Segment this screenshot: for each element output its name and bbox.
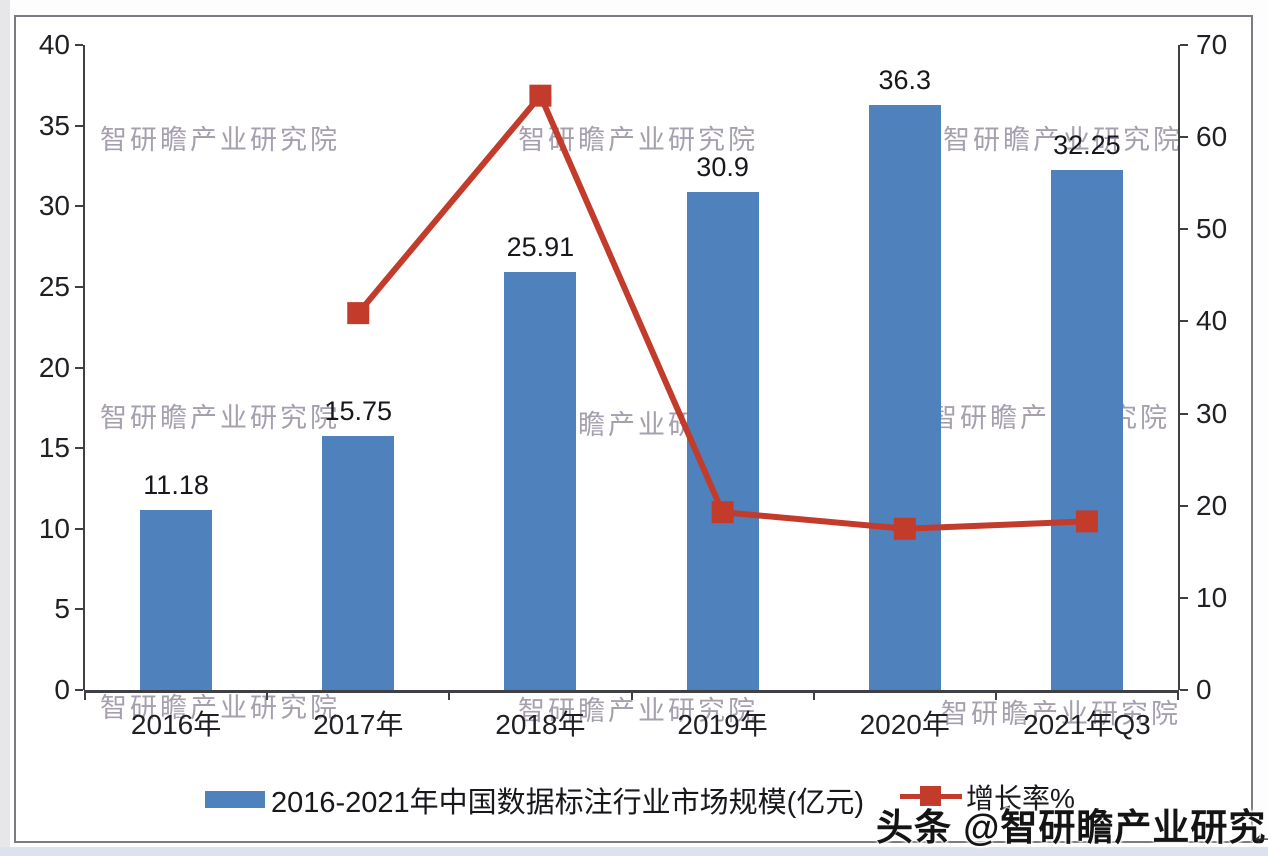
- bar-value-label-2016年: 11.18: [143, 469, 209, 500]
- watermark-text-0: 智研瞻产业研究院: [100, 125, 340, 155]
- y-left-label-25: 25: [38, 270, 70, 302]
- x-label-4: 2020年: [859, 709, 950, 740]
- bar-value-label-2019年: 30.9: [696, 151, 749, 182]
- bar-value-label-2021年Q3: 32.25: [1053, 129, 1121, 160]
- bar-2020年: [868, 104, 941, 690]
- y-right-tick-60: [1180, 136, 1188, 139]
- x-boundary-tick-3: [630, 690, 633, 700]
- y-right-tick-20: [1180, 504, 1188, 507]
- y-axis-right-line: [1178, 45, 1180, 690]
- y-right-label-60: 60: [1196, 121, 1228, 153]
- y-left-tick-15: [75, 447, 83, 450]
- bar-value-label-2018年: 25.91: [506, 232, 575, 263]
- y-right-label-70: 70: [1196, 29, 1228, 60]
- x-boundary-tick-2: [448, 690, 451, 700]
- x-label-0: 2016年: [130, 709, 222, 740]
- page-edge-strip-left: [0, 0, 10, 856]
- bar-2016年: [140, 509, 213, 690]
- y-left-tick-40: [75, 44, 83, 46]
- y-left-label-30: 30: [38, 190, 70, 222]
- cursor-arrow-icon: ←: [1249, 818, 1268, 851]
- y-right-label-0: 0: [1196, 674, 1212, 705]
- y-right-label-30: 30: [1196, 397, 1228, 429]
- x-boundary-tick-0: [84, 690, 86, 700]
- page-edge-strip-bottom: [0, 847, 1268, 856]
- watermark-text-6: 智研瞻产业研究院: [100, 693, 340, 723]
- y-left-tick-0: [75, 689, 83, 691]
- y-axis-left-line: [83, 45, 85, 690]
- y-right-tick-50: [1180, 228, 1188, 231]
- y-left-tick-20: [75, 366, 83, 369]
- y-right-tick-10: [1180, 596, 1188, 599]
- bar-value-label-2020年: 36.3: [878, 64, 932, 95]
- y-left-label-35: 35: [38, 109, 70, 141]
- y-left-label-15: 15: [38, 432, 70, 464]
- watermark-text-7: 智研瞻产业研究院: [518, 696, 758, 726]
- bar-2021年Q3: [1050, 169, 1123, 690]
- bar-2018年: [504, 272, 577, 690]
- y-left-label-5: 5: [54, 593, 70, 625]
- x-label-5: 2021年Q3: [1023, 709, 1151, 740]
- watermark-text-3: 智研瞻产业研究院: [100, 403, 340, 433]
- x-label-2: 2018年: [495, 709, 586, 740]
- y-right-label-50: 50: [1196, 213, 1228, 245]
- y-left-label-40: 40: [38, 29, 70, 60]
- watermark-text-8: 智研瞻产业研究院: [941, 699, 1181, 729]
- y-right-tick-40: [1180, 320, 1188, 323]
- x-boundary-tick-1: [266, 690, 269, 700]
- toutiao-watermark: 头条 @智研瞻产业研究院: [876, 807, 1268, 848]
- y-left-tick-25: [75, 285, 83, 288]
- y-left-tick-10: [75, 527, 83, 530]
- y-right-tick-0: [1180, 689, 1188, 691]
- y-right-label-20: 20: [1196, 489, 1228, 521]
- y-left-label-20: 20: [38, 351, 70, 383]
- x-label-1: 2017年: [313, 709, 404, 740]
- bar-2017年: [322, 436, 395, 690]
- y-right-label-10: 10: [1196, 581, 1228, 613]
- y-left-label-0: 0: [54, 674, 70, 705]
- y-right-tick-30: [1180, 412, 1188, 415]
- x-label-3: 2019年: [677, 709, 768, 740]
- legend-line-label: 增长率%: [966, 783, 1075, 814]
- bar-2019年: [686, 191, 759, 690]
- y-left-tick-35: [75, 124, 83, 127]
- y-right-label-40: 40: [1196, 305, 1228, 337]
- y-left-tick-30: [75, 205, 83, 208]
- legend-bar-label: 2016-2021年中国数据标注行业市场规模(亿元): [271, 787, 864, 819]
- y-left-label-10: 10: [38, 512, 70, 544]
- x-boundary-tick-6: [1177, 690, 1179, 700]
- watermark-text-1: 智研瞻产业研究院: [518, 125, 758, 155]
- legend-bar-swatch: [205, 791, 265, 808]
- y-left-tick-5: [75, 608, 83, 611]
- y-right-tick-70: [1180, 44, 1188, 46]
- legend-line-marker: [920, 786, 941, 806]
- bar-value-label-2017年: 15.75: [324, 396, 393, 427]
- x-boundary-tick-5: [994, 690, 997, 700]
- x-boundary-tick-4: [812, 690, 815, 700]
